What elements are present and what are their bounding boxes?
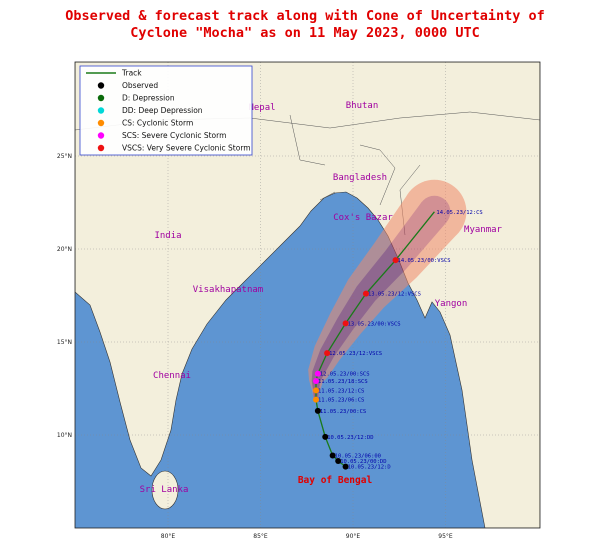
legend-box [79, 65, 253, 156]
places: Nepal Bhutan Bangladesh Cox's Bazar India Mya… [140, 101, 503, 495]
track-label: 11.05.23/12:CS [318, 388, 364, 394]
track-line [315, 211, 435, 468]
place-label: Myanmar [464, 225, 503, 235]
track-label: 14.05.23/00:VSCS [398, 258, 451, 264]
legend: Track Observed D: Depression DD: Deep Depre… [79, 65, 253, 156]
y-tick-label: 10°N [57, 432, 72, 439]
track-point [314, 370, 321, 377]
track-label: 14.05.23/12:CS [436, 210, 482, 216]
legend-marker [97, 119, 105, 127]
track-label: 12.05.23/12:VSCS [329, 351, 382, 357]
track: 10.05.23/12:D10.05.23/00:DD10.05.23/06:0… [313, 210, 483, 471]
legend-marker [97, 132, 105, 139]
track-label: 10.05.23/00:DD [340, 459, 386, 465]
place-label: Bangladesh [333, 173, 387, 183]
y-tick-label: 15°N [57, 339, 72, 346]
track-point [335, 458, 342, 465]
map-area: 10.05.23/12:D10.05.23/00:DD10.05.23/06:0… [75, 62, 540, 528]
map-frame [74, 61, 541, 529]
track-label: 10.05.23/06:00 [335, 453, 381, 459]
x-tick-label: 80°E [161, 533, 176, 540]
legend-label: Observed [122, 81, 158, 90]
legend-label: D: Depression [122, 94, 175, 103]
track-point [362, 290, 369, 297]
place-label: Bay of Bengal [298, 475, 373, 486]
track-label: 12.05.23/00:SCS [320, 372, 370, 378]
y-tick-label: 25°N [57, 153, 72, 160]
cone-band [311, 201, 447, 400]
track-label: 11.05.23/18:SCS [318, 379, 368, 385]
y-tick-label: 20°N [57, 246, 72, 253]
track-label: 13.05.23/00:VSCS [348, 321, 401, 327]
title-line: Observed & forecast track along with Con… [65, 8, 545, 24]
place-label: Yangon [435, 299, 468, 309]
legend-label: VSCS: Very Severe Cyclonic Storm [122, 144, 251, 153]
axis-ticks: 80°E 85°E 90°E 95°E 10°N 15°N 20°N 25°N [57, 153, 453, 540]
track-point [314, 407, 321, 414]
legend-label: Track [121, 69, 142, 78]
track-point [322, 433, 329, 440]
legend-label: SCS: Severe Cyclonic Storm [122, 131, 226, 140]
place-label: Bhutan [346, 101, 379, 111]
place-label: Visakhapatnam [193, 285, 263, 295]
title-line: Cyclone "Mocha" as on 11 May 2023, 0000 … [130, 25, 480, 41]
island [151, 470, 179, 510]
track-point [329, 452, 336, 459]
track-point [392, 257, 399, 264]
land [75, 62, 540, 528]
track-point [324, 350, 331, 357]
legend-label: CS: Cyclonic Storm [122, 119, 193, 128]
track-point [313, 387, 319, 394]
place-label: India [154, 231, 181, 241]
place-label: Chennai [153, 371, 191, 381]
legend-marker [97, 82, 105, 89]
track-label: 10.05.23/12:D [348, 465, 391, 471]
track-label: 11.05.23/06:CS [318, 398, 364, 404]
x-tick-label: 95°E [438, 533, 453, 540]
x-tick-label: 85°E [253, 533, 268, 540]
track-point [342, 320, 349, 327]
place-label: Sri Lanka [140, 485, 189, 495]
x-tick-label: 90°E [346, 533, 361, 540]
legend-label: DD: Deep Depression [122, 106, 203, 115]
legend-marker [97, 144, 105, 152]
track-point [342, 463, 349, 470]
legend-marker [97, 94, 105, 102]
legend-marker [97, 107, 105, 114]
track-label: 13.05.23/12:VSCS [368, 292, 421, 298]
track-label: 10.05.23/12:DD [327, 435, 373, 441]
track-point [313, 378, 319, 385]
grid [75, 62, 540, 528]
track-point [313, 396, 319, 403]
place-label: Nepal [248, 103, 275, 113]
place-label: Cox's Bazar [333, 213, 393, 223]
border [75, 111, 540, 236]
track-label: 11.05.23/00:CS [320, 409, 366, 415]
